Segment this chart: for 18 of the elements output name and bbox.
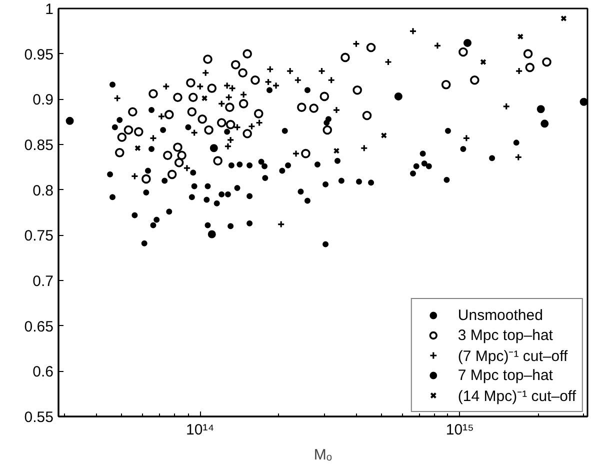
legend-label: 7 Mpc top–hat — [458, 366, 553, 385]
y-tick-label: 0.75 — [24, 228, 54, 245]
y-tick-label: 0.95 — [24, 46, 54, 64]
y-tick-label: 1 — [45, 1, 54, 18]
x-tick-label: 10¹⁴ — [186, 422, 214, 438]
y-tick-label: 0.85 — [24, 137, 54, 154]
x-tick-label: 10¹⁵ — [446, 422, 474, 438]
y-tick-label: 0.55 — [24, 409, 54, 426]
y-tick-label: 0.65 — [24, 318, 54, 336]
y-tick-label: 0.9 — [32, 92, 54, 109]
legend-label: (7 Mpc)⁻¹ cut–off — [458, 347, 568, 365]
y-tick-label: 0.6 — [32, 364, 54, 381]
y-tick-label: 0.8 — [32, 182, 54, 200]
legend-label: (14 Mpc)⁻¹ cut–off — [458, 387, 576, 405]
y-tick-label: 0.7 — [32, 273, 54, 290]
x-axis-title: Mₒ — [314, 446, 332, 464]
legend-label: 3 Mpc top–hat — [458, 326, 553, 345]
legend-label: Unsmoothed — [458, 306, 543, 325]
